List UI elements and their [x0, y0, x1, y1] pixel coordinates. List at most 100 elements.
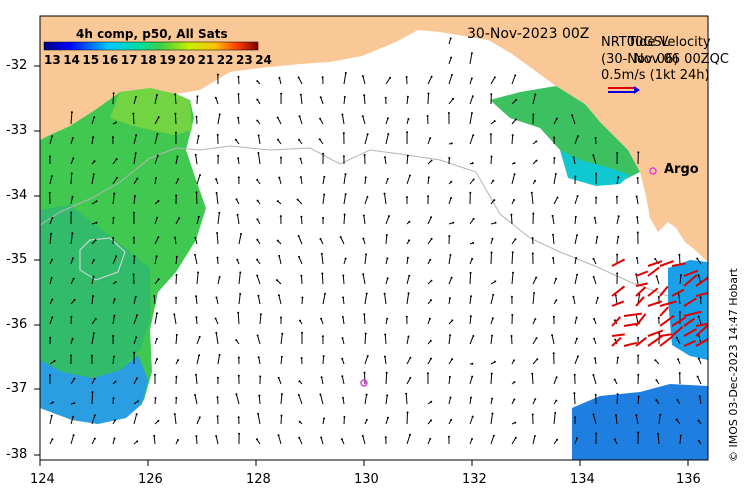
current-arrow-head [492, 179, 495, 182]
glider-arrow [623, 312, 642, 317]
current-arrow-head [276, 279, 278, 282]
current-arrow [278, 295, 282, 305]
current-arrow [70, 173, 73, 185]
current-arrow-head [256, 258, 259, 261]
current-arrow-head [430, 299, 432, 302]
current-arrow [196, 192, 198, 205]
current-arrow-head [614, 338, 617, 341]
current-arrow-head [323, 175, 326, 178]
current-arrow [217, 354, 220, 365]
current-arrow-head [490, 251, 493, 254]
current-arrow [616, 177, 619, 185]
current-arrow [699, 396, 702, 405]
current-arrow-head [256, 199, 259, 202]
current-arrow-head [449, 37, 452, 40]
current-arrow [196, 216, 200, 225]
current-arrow-head [530, 191, 533, 194]
current-arrow-head [555, 399, 558, 402]
current-arrow-head [406, 411, 409, 414]
current-arrow-head [534, 398, 537, 401]
current-arrow [532, 358, 538, 365]
current-arrow-head [156, 132, 159, 135]
current-arrow-head [194, 153, 197, 156]
current-arrow-head [636, 231, 639, 234]
current-arrow-head [195, 435, 198, 438]
current-arrow-head [637, 151, 640, 154]
current-arrow [573, 157, 576, 165]
current-arrow-head [576, 355, 579, 358]
current-arrow [175, 156, 178, 165]
current-arrow-head [491, 412, 494, 415]
current-arrow-head [552, 257, 555, 259]
glider-arrow [671, 288, 685, 297]
current-arrow-head [50, 232, 53, 235]
current-arrow-head [491, 334, 493, 337]
current-arrow-head [407, 292, 410, 295]
current-arrow-head [471, 415, 474, 418]
current-arrow-head [71, 195, 74, 198]
current-arrow [280, 356, 283, 365]
current-arrow-head [173, 313, 176, 316]
current-arrow [91, 392, 93, 405]
current-arrow [133, 378, 138, 385]
current-arrow-head [450, 142, 453, 145]
current-arrow [320, 97, 324, 105]
current-legend-overlap1: Tide Velocity [628, 35, 711, 50]
current-arrow [70, 434, 75, 445]
current-arrow-head [216, 256, 219, 259]
current-arrow-head [51, 216, 54, 219]
current-arrow [238, 293, 241, 305]
current-arrow-head [427, 176, 430, 179]
current-arrow [385, 77, 391, 85]
sst-west-cool [40, 205, 150, 378]
current-arrow-head [113, 192, 116, 195]
current-arrow-head [111, 136, 114, 139]
current-arrow [469, 53, 473, 65]
current-arrow [574, 216, 577, 225]
current-arrow-head [91, 391, 94, 394]
current-arrow [175, 334, 178, 345]
current-arrow-head [364, 176, 367, 179]
current-arrow-head [156, 358, 158, 360]
current-arrow-head [657, 296, 660, 298]
glider-arrow [611, 300, 625, 307]
current-arrow [174, 94, 177, 105]
current-arrow [448, 335, 451, 345]
current-arrow [154, 133, 158, 145]
current-arrow-head [451, 358, 454, 361]
current-arrow [278, 77, 282, 85]
current-arrow-head [554, 412, 557, 414]
current-arrow [280, 415, 282, 425]
current-arrow [196, 355, 200, 365]
current-arrow-head [389, 76, 392, 79]
current-arrow-head [429, 258, 432, 261]
current-arrow-head [256, 238, 259, 241]
current-arrow-head [450, 56, 453, 59]
argo-marker-south[interactable] [360, 379, 368, 387]
current-arrow [406, 96, 409, 105]
current-arrow-head [51, 316, 54, 319]
current-arrow-head [132, 211, 135, 214]
current-arrow-head [175, 333, 178, 336]
current-arrow [132, 113, 135, 125]
current-arrow-head [215, 192, 218, 194]
current-arrow-head [93, 116, 96, 119]
current-arrow [362, 116, 366, 125]
argo-label: Argo [664, 162, 699, 177]
current-arrow [448, 197, 452, 205]
current-arrow-head [198, 354, 201, 357]
current-arrow-head [365, 292, 368, 295]
glider-arrow [671, 316, 687, 327]
argo-marker-east[interactable] [649, 167, 657, 175]
current-arrow-head [92, 295, 94, 297]
current-arrow-head [361, 75, 364, 78]
current-arrow [91, 174, 95, 185]
current-arrow-head [675, 336, 678, 339]
current-arrow-head [259, 375, 262, 378]
current-arrow [427, 137, 431, 145]
current-arrow [448, 98, 454, 105]
current-arrow-head [237, 75, 240, 78]
sst-southeast-patch [572, 384, 708, 460]
current-arrow-head [553, 136, 556, 139]
current-arrow-head [177, 178, 180, 181]
